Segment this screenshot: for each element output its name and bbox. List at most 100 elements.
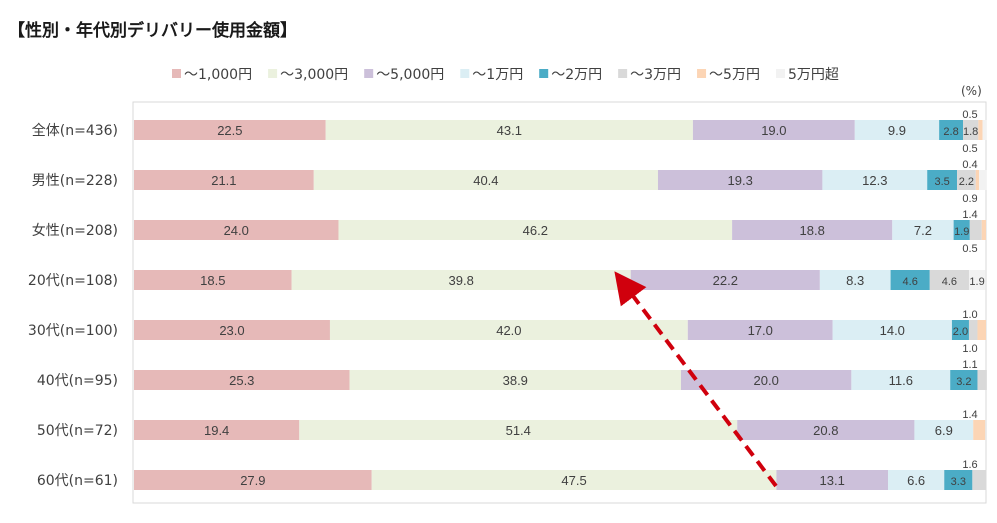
- bar-segment: [950, 370, 978, 390]
- data-label: 22.5: [217, 123, 242, 138]
- bar-segment: [969, 220, 982, 240]
- data-label: 42.0: [496, 323, 521, 338]
- data-label: 6.9: [935, 423, 953, 438]
- data-label-outside: 1.4: [962, 209, 977, 221]
- category-label: 全体(n=436): [32, 122, 118, 139]
- category-label: 40代(n=95): [37, 373, 118, 389]
- bar-segment: [134, 370, 350, 390]
- bar-segment: [890, 270, 930, 290]
- data-label: 19.0: [761, 123, 786, 138]
- category-label: 男性(n=228): [32, 173, 118, 189]
- data-label: 43.1: [497, 123, 522, 138]
- data-label: 22.2: [713, 273, 738, 288]
- data-label: 27.9: [240, 473, 265, 488]
- data-label-outside: 1.1: [962, 359, 977, 371]
- data-label: 20.8: [813, 423, 838, 438]
- bar-segment: [687, 320, 833, 340]
- legend-swatch: [775, 69, 785, 78]
- bar-segment: [732, 220, 893, 240]
- data-label-outside: 0.5: [962, 109, 977, 121]
- bar-segment: [957, 170, 976, 190]
- bar-segment: [822, 170, 928, 190]
- data-label: 7.2: [914, 223, 932, 238]
- legend-label: 5万円超: [788, 67, 839, 83]
- bar-segment: [851, 370, 951, 390]
- bar-segment: [680, 370, 852, 390]
- legend-swatch: [268, 69, 278, 78]
- bar-segment: [299, 420, 738, 440]
- bar-segment: [134, 270, 292, 290]
- data-label: 21.1: [211, 173, 236, 188]
- legend: 〜1,000円 〜3,000円 〜5,000円 〜1万円 〜2万円 〜3万円 〜5万円 5万円…: [172, 67, 839, 83]
- data-label: 51.4: [506, 423, 531, 438]
- legend-swatch: [697, 69, 707, 78]
- data-label: 8.3: [846, 273, 864, 288]
- data-label: 11.6: [889, 373, 913, 388]
- data-label-outside: 1.0: [962, 309, 977, 321]
- data-label: 12.3: [862, 173, 887, 188]
- data-label-outside: 0.5: [962, 243, 977, 255]
- data-label: 46.2: [523, 223, 548, 238]
- chart-title: 【性別・年代別デリバリー使用金額】: [8, 21, 297, 41]
- data-label: 39.8: [449, 273, 474, 288]
- data-label: 24.0: [224, 223, 249, 238]
- data-label-outside: 0.9: [962, 193, 977, 205]
- bar-segment: [338, 220, 733, 240]
- bar-segment: [977, 370, 987, 390]
- bar-segment: [929, 270, 969, 290]
- legend-label: 〜2万円: [551, 67, 602, 83]
- bar-segment: [134, 120, 326, 140]
- legend-label: 〜5,000円: [376, 67, 444, 83]
- data-label-outside: 1.4: [962, 409, 977, 421]
- bar-segment: [325, 120, 693, 140]
- bar-segment: [888, 470, 945, 490]
- bar-segment: [962, 120, 979, 140]
- legend-label: 〜1万円: [472, 67, 523, 83]
- bar-segment: [939, 120, 963, 140]
- legend-swatch: [172, 69, 181, 78]
- bar-segment: [972, 470, 986, 490]
- data-label: 17.0: [748, 323, 773, 338]
- bar-segment: [134, 220, 339, 240]
- data-label: 3.3: [951, 476, 966, 488]
- legend-label: 〜3,000円: [280, 67, 348, 83]
- bar-segment: [832, 320, 952, 340]
- bar-segment: [134, 420, 300, 440]
- data-label: 1.9: [954, 226, 969, 238]
- plot-frame: [132, 101, 987, 504]
- data-label: 19.3: [728, 173, 753, 188]
- data-label: 1.9: [969, 276, 984, 288]
- data-label: 2.8: [943, 126, 958, 138]
- data-label: 20.0: [754, 373, 779, 388]
- data-label: 2.0: [953, 326, 968, 338]
- bar-segment: [737, 420, 915, 440]
- bar-segment: [134, 170, 314, 190]
- bar-segment: [977, 320, 986, 340]
- data-label: 18.8: [800, 223, 825, 238]
- data-label: 6.6: [907, 473, 925, 488]
- bar-segment: [927, 170, 958, 190]
- bar-segment: [329, 320, 688, 340]
- bar-segment: [371, 470, 777, 490]
- data-label: 3.5: [934, 176, 949, 188]
- bar-segment: [349, 370, 681, 390]
- legend-swatch: [618, 69, 628, 78]
- data-label: 14.0: [880, 323, 905, 338]
- bar-segment: [978, 120, 983, 140]
- category-label: 30代(n=100): [28, 323, 118, 339]
- bar-segment: [982, 120, 987, 140]
- unit-label: (%): [961, 84, 982, 98]
- bar-segment: [692, 120, 855, 140]
- data-label: 19.4: [204, 423, 229, 438]
- category-label: 50代(n=72): [37, 423, 118, 439]
- data-label-outside: 0.5: [962, 143, 977, 155]
- data-label: 4.6: [942, 276, 957, 288]
- bar-segment: [854, 120, 940, 140]
- data-label: 13.1: [820, 473, 845, 488]
- data-label: 9.9: [888, 123, 906, 138]
- legend-label: 〜5万円: [709, 67, 760, 83]
- bar-segment: [657, 170, 823, 190]
- bar-segment: [944, 470, 973, 490]
- data-label-outside: 1.6: [962, 459, 977, 471]
- category-label: 女性(n=208): [32, 222, 118, 239]
